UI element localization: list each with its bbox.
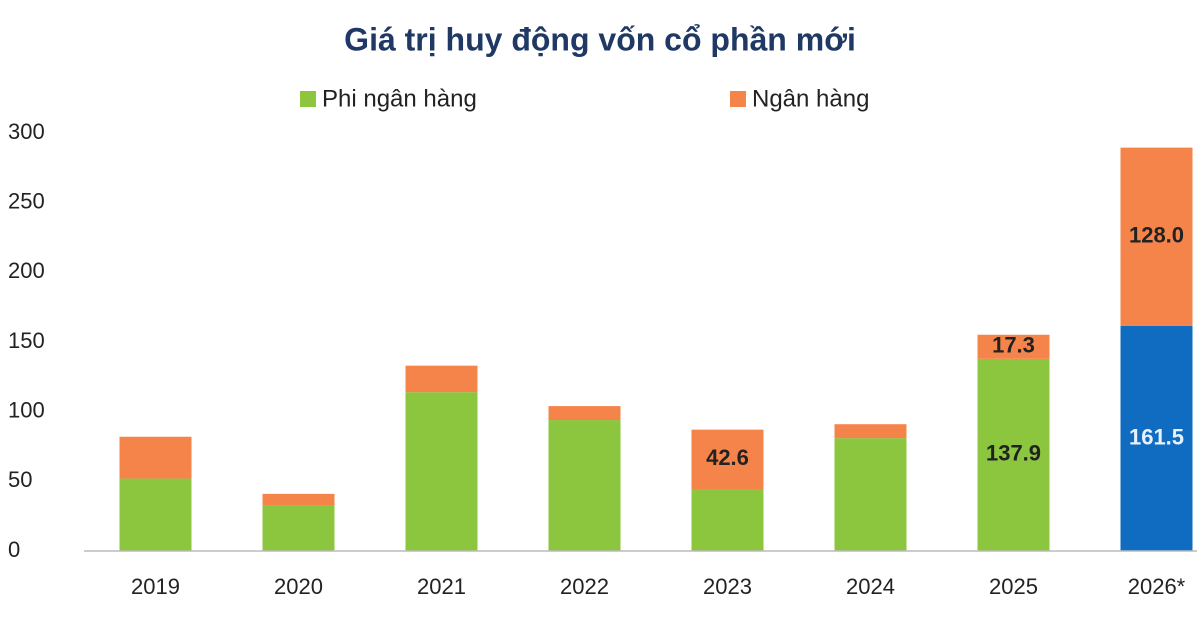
data-label: 128.0 bbox=[1129, 223, 1184, 248]
legend-label: Ngân hàng bbox=[752, 85, 869, 112]
bar-segment bbox=[834, 424, 907, 439]
data-label: 161.5 bbox=[1129, 424, 1184, 449]
bar-segment bbox=[405, 365, 478, 393]
x-tick-label: 2019 bbox=[131, 574, 180, 599]
bar-segment bbox=[119, 478, 192, 551]
x-tick-label: 2022 bbox=[560, 574, 609, 599]
chart-title: Giá trị huy động vốn cổ phần mới bbox=[344, 21, 856, 57]
data-label: 17.3 bbox=[992, 333, 1035, 358]
bar-segment bbox=[691, 488, 764, 551]
bar-segment bbox=[548, 420, 621, 551]
bar-segment bbox=[548, 406, 621, 421]
x-tick-label: 2025 bbox=[989, 574, 1038, 599]
bar-segment bbox=[1120, 325, 1193, 551]
y-tick-label: 200 bbox=[8, 258, 45, 283]
x-tick-label: 2026* bbox=[1128, 574, 1186, 599]
bar-segment bbox=[691, 429, 764, 489]
bar-segment bbox=[977, 334, 1050, 359]
y-tick-label: 100 bbox=[8, 397, 45, 422]
y-tick-label: 0 bbox=[8, 537, 20, 562]
y-tick-label: 300 bbox=[8, 119, 45, 144]
legend-label: Phi ngân hàng bbox=[322, 85, 477, 112]
data-label: 42.6 bbox=[706, 445, 749, 470]
data-label: 137.9 bbox=[986, 441, 1041, 466]
bar-segment bbox=[119, 436, 192, 479]
bar-segment bbox=[262, 493, 335, 506]
y-tick-label: 250 bbox=[8, 188, 45, 213]
bar-segment bbox=[405, 392, 478, 551]
bar-segment bbox=[1120, 147, 1193, 326]
legend-swatch bbox=[300, 91, 316, 107]
x-tick-label: 2021 bbox=[417, 574, 466, 599]
x-tick-label: 2024 bbox=[846, 574, 895, 599]
bar-segment bbox=[977, 358, 1050, 551]
bar-segment bbox=[834, 438, 907, 551]
x-tick-label: 2023 bbox=[703, 574, 752, 599]
x-tick-label: 2020 bbox=[274, 574, 323, 599]
legend-swatch bbox=[730, 91, 746, 107]
y-tick-label: 50 bbox=[8, 467, 32, 492]
bar-segment bbox=[262, 505, 335, 551]
y-tick-label: 150 bbox=[8, 328, 45, 353]
